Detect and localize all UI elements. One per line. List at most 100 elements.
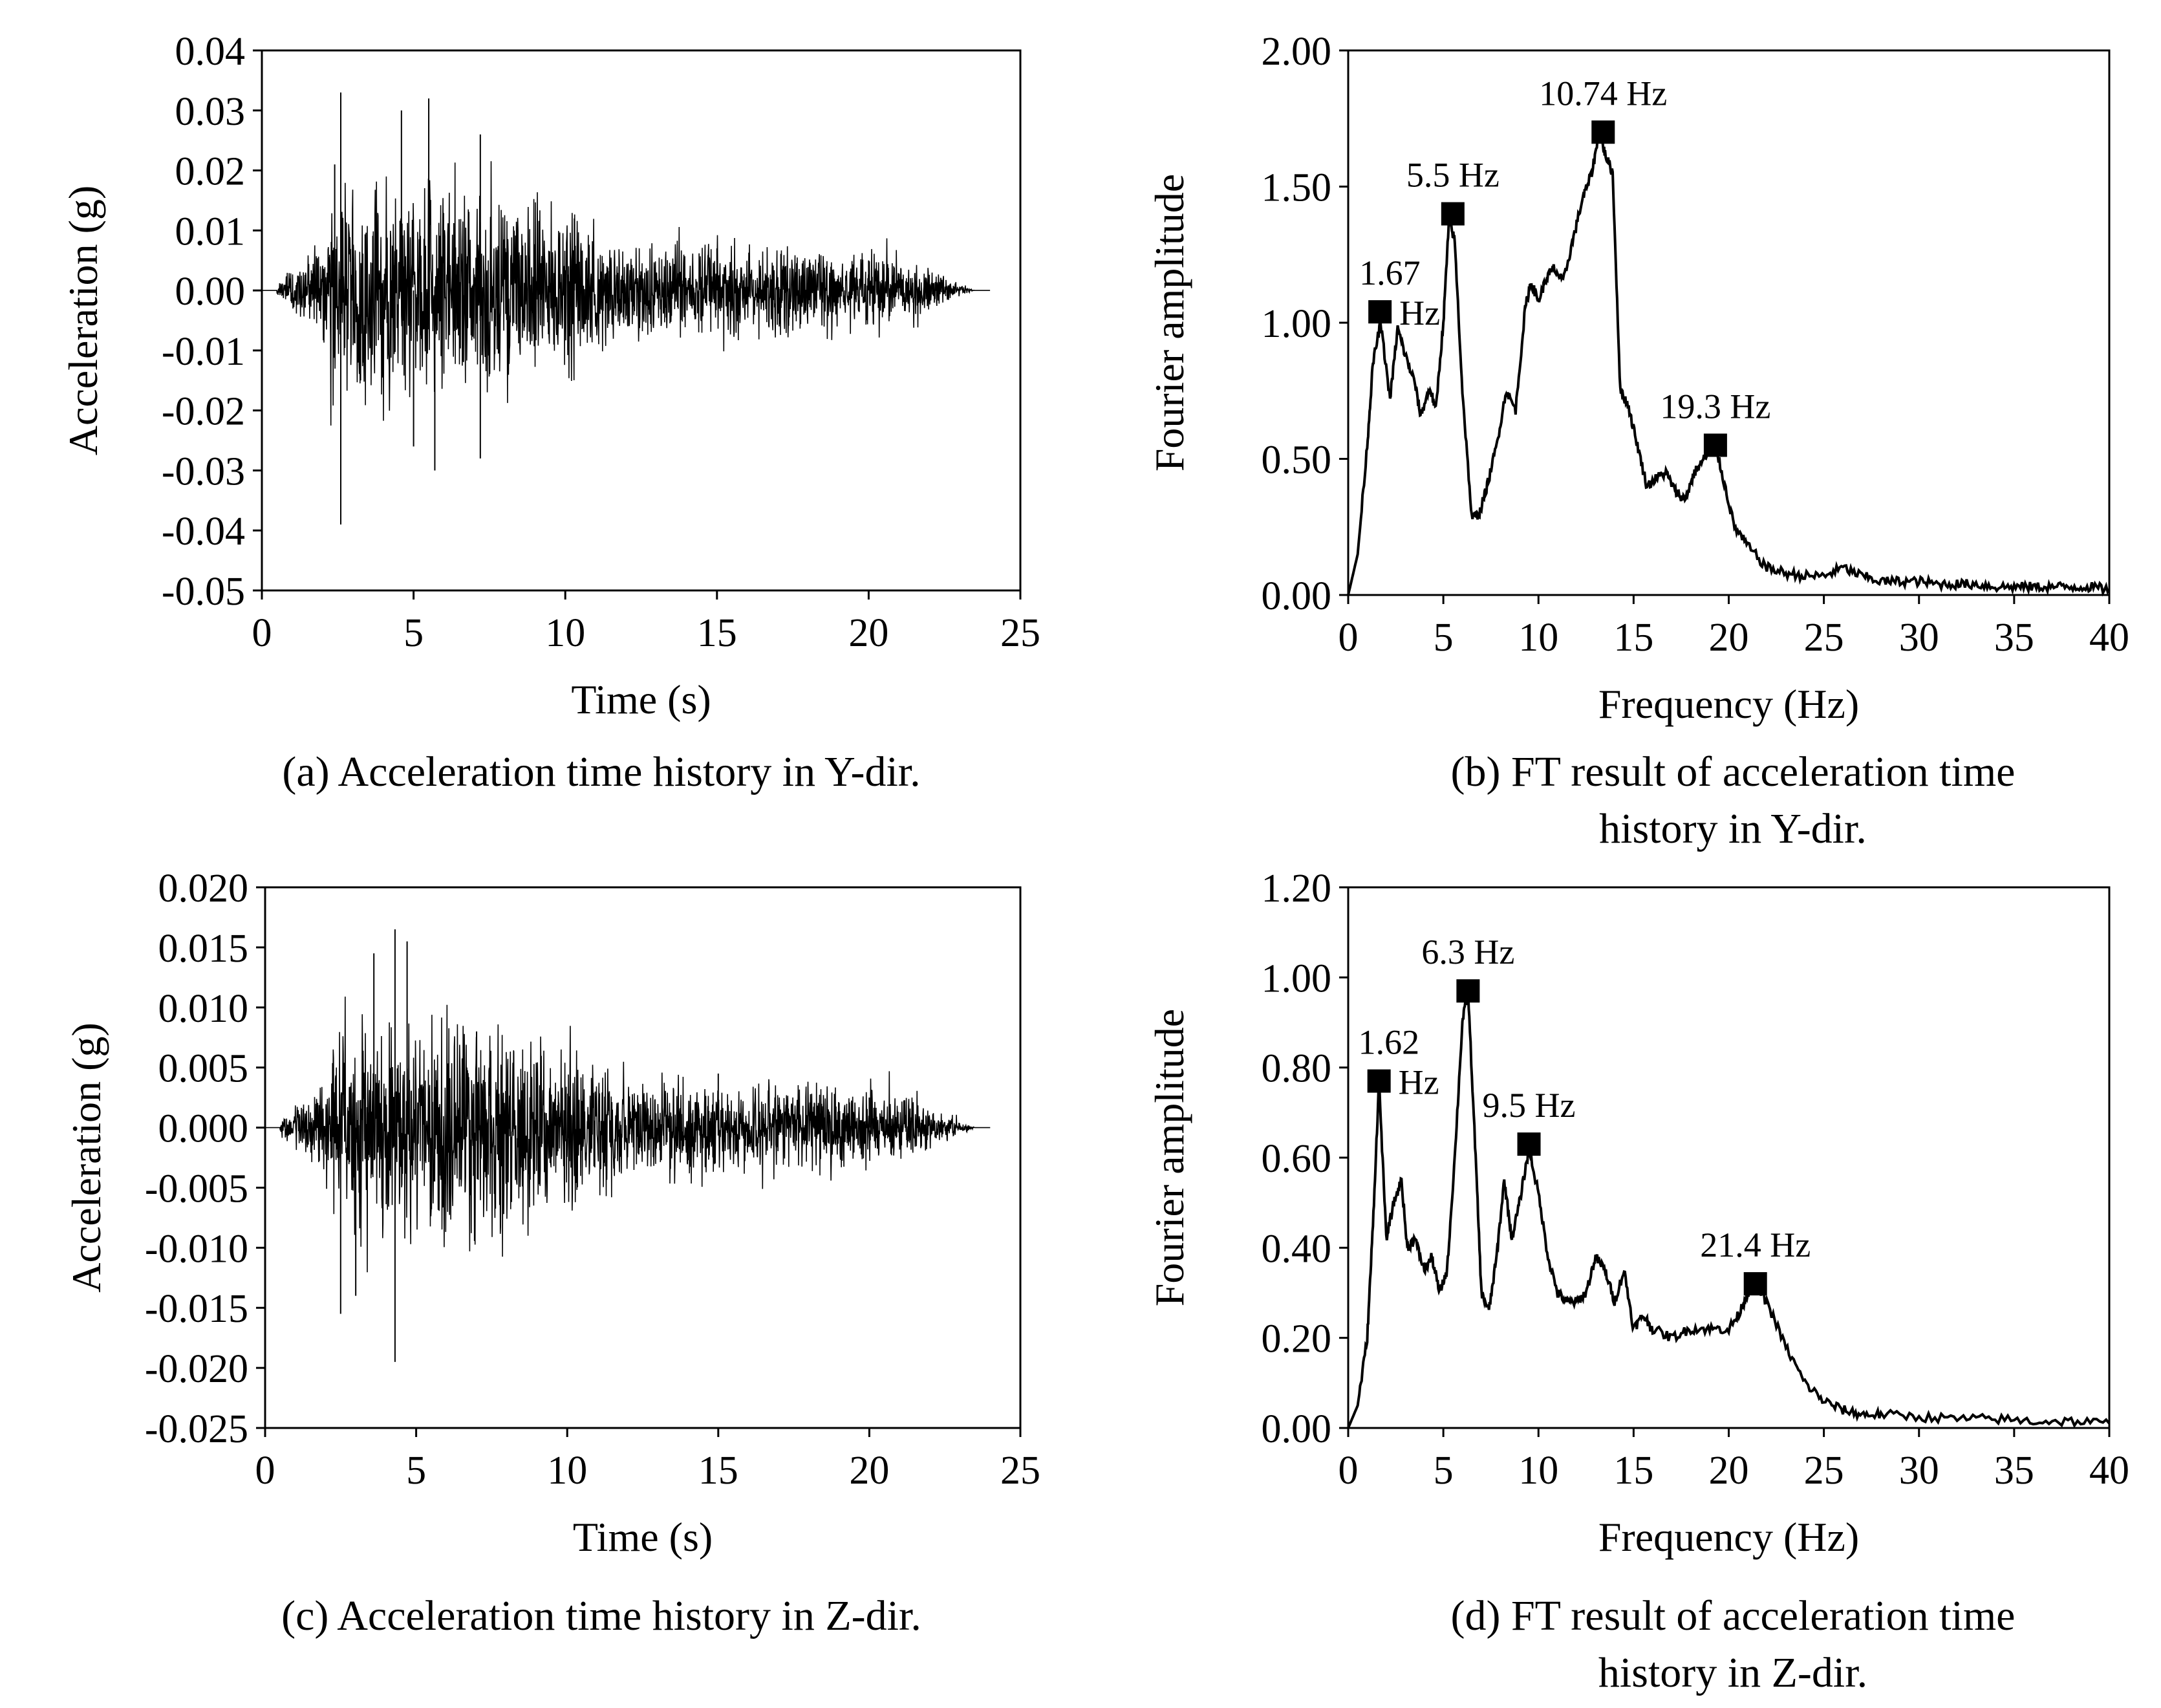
x-tick-label-d: 40 xyxy=(2089,1449,2129,1493)
y-tick-label-c: -0.005 xyxy=(145,1167,248,1211)
x-tick-label-c: 15 xyxy=(698,1449,738,1493)
peak-label-d: 9.5 Hz xyxy=(1483,1086,1576,1125)
series-line-a xyxy=(262,161,991,426)
x-tick-label-d: 15 xyxy=(1613,1449,1653,1493)
y-tick-label-c: -0.015 xyxy=(145,1287,248,1331)
peak-marker-b xyxy=(1591,120,1615,144)
peak-marker-b xyxy=(1441,202,1465,226)
x-tick-label-d: 30 xyxy=(1899,1449,1939,1493)
y-tick-label-d: 0.60 xyxy=(1262,1137,1332,1181)
plot-frame-a xyxy=(261,49,1022,592)
y-tick-label-d: 0.20 xyxy=(1262,1317,1332,1361)
y-tick-label-a: -0.02 xyxy=(162,390,245,434)
y-tick-label-b: 0.00 xyxy=(1262,574,1332,618)
x-tick-label-d: 5 xyxy=(1434,1449,1454,1493)
x-tick-label-a: 15 xyxy=(697,611,737,655)
caption-d-line2: history in Z-dir. xyxy=(1598,1649,1868,1696)
x-tick-label-a: 5 xyxy=(403,611,424,655)
plot-frame-c xyxy=(264,886,1022,1429)
peak-marker-d xyxy=(1456,979,1480,1003)
series-line-d xyxy=(1347,988,2111,1429)
x-tick-label-c: 10 xyxy=(547,1449,587,1493)
y-tick-label-a: -0.04 xyxy=(162,510,245,554)
y-tick-label-c: 0.015 xyxy=(158,927,249,971)
x-tick-label-b: 30 xyxy=(1899,616,1939,660)
x-tick-label-b: 5 xyxy=(1434,616,1454,660)
peak-marker-d xyxy=(1517,1132,1541,1156)
plot-frame-b xyxy=(1347,49,2111,596)
y-tick-label-a: -0.01 xyxy=(162,330,245,374)
y-tick-label-b: 2.00 xyxy=(1262,30,1332,74)
x-tick-label-c: 0 xyxy=(255,1449,275,1493)
y-tick-label-a: 0.03 xyxy=(175,90,246,134)
y-axis-label-b: Fourier amplitude xyxy=(1146,174,1192,471)
x-tick-label-b: 40 xyxy=(2089,616,2129,660)
x-tick-label-a: 25 xyxy=(1000,611,1040,655)
peak-marker-b xyxy=(1703,433,1727,457)
x-tick-label-d: 25 xyxy=(1804,1449,1844,1493)
y-axis-label-c: Acceleration (g) xyxy=(63,1022,109,1293)
y-tick-label-a: 0.02 xyxy=(175,150,246,194)
x-tick-label-a: 20 xyxy=(848,611,888,655)
series-line-b xyxy=(1347,132,2111,597)
x-tick-label-d: 35 xyxy=(1994,1449,2034,1493)
peak-label-b: 10.74 Hz xyxy=(1539,74,1667,113)
y-tick-label-d: 1.00 xyxy=(1262,957,1332,1000)
y-tick-label-c: 0.000 xyxy=(158,1107,249,1151)
caption-d-line1: (d) FT result of acceleration time xyxy=(1450,1592,2016,1639)
peak-label-d: 21.4 Hz xyxy=(1700,1226,1811,1264)
peak-label-d: 1.62 xyxy=(1359,1023,1420,1062)
x-axis-label-d: Frequency (Hz) xyxy=(1598,1514,1859,1560)
peak-label-b: Hz xyxy=(1399,294,1440,332)
y-tick-label-a: 0.01 xyxy=(175,210,246,254)
peak-marker-b xyxy=(1368,300,1392,324)
x-axis-label-b: Frequency (Hz) xyxy=(1598,681,1859,727)
y-tick-label-c: -0.010 xyxy=(145,1227,248,1271)
x-tick-label-d: 20 xyxy=(1709,1449,1749,1493)
y-tick-label-b: 1.00 xyxy=(1262,302,1332,346)
y-tick-label-a: 0.00 xyxy=(175,270,246,314)
peak-marker-d xyxy=(1743,1272,1767,1296)
peak-label-b: 1.67 xyxy=(1359,254,1421,292)
caption-b-line2: history in Y-dir. xyxy=(1599,805,1867,852)
y-axis-label-a: Acceleration (g) xyxy=(60,186,106,456)
y-tick-label-b: 0.50 xyxy=(1262,438,1332,482)
x-tick-label-d: 0 xyxy=(1339,1449,1359,1493)
y-tick-label-a: -0.05 xyxy=(162,570,245,614)
x-tick-label-d: 10 xyxy=(1518,1449,1558,1493)
y-tick-label-c: 0.020 xyxy=(158,867,249,911)
x-tick-label-c: 5 xyxy=(406,1449,426,1493)
y-axis-label-d: Fourier amplitude xyxy=(1146,1009,1192,1306)
x-tick-label-b: 0 xyxy=(1339,616,1359,660)
peak-label-b: 5.5 Hz xyxy=(1406,156,1500,195)
x-tick-label-a: 10 xyxy=(545,611,585,655)
peak-label-d: 6.3 Hz xyxy=(1421,933,1514,971)
y-tick-label-c: 0.005 xyxy=(158,1047,249,1091)
x-tick-label-c: 20 xyxy=(849,1449,889,1493)
peak-label-d: Hz xyxy=(1399,1063,1439,1102)
peak-marker-d xyxy=(1367,1069,1391,1093)
y-tick-label-c: 0.010 xyxy=(158,987,249,1031)
y-tick-label-a: -0.03 xyxy=(162,449,245,493)
x-axis-label-a: Time (s) xyxy=(571,676,711,722)
peak-label-b: 19.3 Hz xyxy=(1660,387,1770,426)
y-tick-label-c: -0.020 xyxy=(145,1347,248,1391)
y-tick-label-d: 0.00 xyxy=(1262,1407,1332,1451)
y-tick-label-d: 1.20 xyxy=(1262,867,1332,911)
x-tick-label-b: 35 xyxy=(1994,616,2034,660)
x-tick-label-a: 0 xyxy=(252,611,272,655)
caption-b-line1: (b) FT result of acceleration time xyxy=(1450,748,2016,795)
x-tick-label-b: 10 xyxy=(1518,616,1558,660)
y-tick-label-d: 0.40 xyxy=(1262,1227,1332,1271)
y-tick-label-a: 0.04 xyxy=(175,30,246,74)
caption-c: (c) Acceleration time history in Z-dir. xyxy=(281,1592,921,1639)
x-tick-label-c: 25 xyxy=(1000,1449,1040,1493)
x-axis-label-c: Time (s) xyxy=(573,1514,713,1560)
series-line-c xyxy=(265,996,991,1273)
caption-a: (a) Acceleration time history in Y-dir. xyxy=(282,748,921,795)
x-tick-label-b: 15 xyxy=(1613,616,1653,660)
x-tick-label-b: 20 xyxy=(1709,616,1749,660)
x-tick-label-b: 25 xyxy=(1804,616,1844,660)
y-tick-label-d: 0.80 xyxy=(1262,1047,1332,1091)
